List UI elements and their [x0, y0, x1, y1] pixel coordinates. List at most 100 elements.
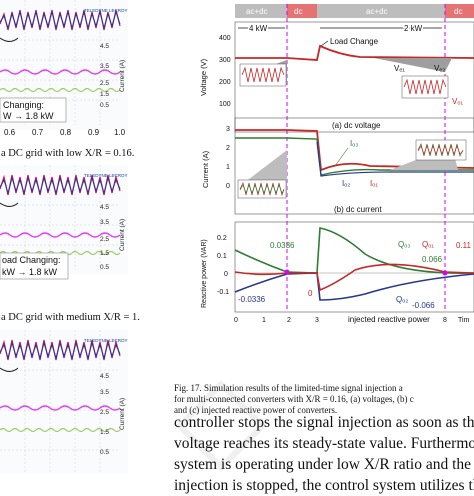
label-vc2: Vₑ₂: [434, 64, 445, 73]
axis-tick: 2.5: [100, 236, 109, 243]
left-caption-2: a DC grid with medium X/R = 1.: [1, 312, 140, 323]
y-tick: 3: [226, 126, 230, 133]
injected-label: injected reactive power: [348, 315, 430, 324]
panel-b-dc-current: Current (A) 3 2 1 0 Iₒ₃ Iₒ₂ Iₒ₁ (b) dc c…: [201, 117, 474, 215]
axis-tick: 4.5: [100, 204, 109, 211]
scope-brand-3: TELEDYNE LECROY: [84, 338, 128, 343]
axis-label: Current (A): [119, 398, 126, 430]
label-qo1: Qₒ₁: [422, 240, 434, 249]
y-tick: 0: [226, 183, 230, 190]
time-tick: 0.7: [32, 128, 44, 137]
panel-c-reactive-power: Reactive power (VAR) 0.2 0.1 0 -0.1 Qₒ₃ …: [201, 221, 474, 324]
y-tick: -0.1: [217, 289, 229, 296]
panel-a-caption: (a) dc voltage: [332, 121, 381, 130]
label-vo1: Vₒ₁: [452, 97, 463, 106]
power-change-label: kW → 1.8 kW: [2, 267, 58, 277]
left-caption-1: a DC grid with low X/R = 0.16.: [1, 148, 135, 159]
load-change-label: Load Change: [330, 37, 379, 46]
axis-label: Current (A): [119, 60, 126, 92]
body-line: system is operating under low X/R ratio …: [174, 456, 474, 473]
panel-b-caption: (b) dc current: [334, 205, 382, 214]
scope-panel-2: TELEDYNE LECROY 4.5 3.5 2.5 1.5 0.5 Curr…: [0, 165, 128, 280]
scope-panel-1: TELEDYNE LECROY 4.5 3.5 2.5 1.5 0.5 Curr…: [0, 0, 128, 137]
y-tick: 2: [226, 145, 230, 152]
y-tick: 0.1: [217, 253, 227, 260]
y-tick: 0.2: [217, 235, 227, 242]
x-tick: 2: [287, 317, 291, 324]
y-tick: 200: [219, 79, 231, 86]
panel-c-ylabel: Reactive power (VAR): [201, 239, 208, 308]
mode-label: ac+dc: [366, 7, 388, 16]
axis-tick: 1.5: [100, 429, 109, 436]
caption-line: Fig. 17. Simulation results of the limit…: [174, 383, 403, 393]
scope-brand-1: TELEDYNE LECROY: [84, 8, 128, 13]
panel-a-dc-voltage: Voltage (V) 400 300 200 100 Load Change …: [199, 21, 474, 133]
label-qo2: Qₒ₂: [396, 295, 408, 304]
mode-label: dc: [294, 7, 302, 16]
axis-label: Current (A): [119, 219, 126, 251]
x-tick: 1: [262, 317, 266, 324]
left-column-scope-figures: TELEDYNE LECROY 4.5 3.5 2.5 1.5 0.5 Curr…: [0, 0, 128, 474]
mode-label: ac+dc: [246, 7, 268, 16]
axis-tick: 2.5: [100, 409, 109, 416]
value-label: 0.0336: [270, 241, 295, 250]
panel-b-ylabel: Current (A): [201, 150, 210, 188]
axis-tick: 4.5: [100, 373, 109, 380]
y-tick: 1: [226, 164, 230, 171]
figure-caption: Fig. 17. Simulation results of the limit…: [174, 383, 474, 416]
label-qo3: Qₒ₃: [398, 240, 411, 249]
time-label: Tim: [458, 317, 470, 324]
body-paragraph: controller stops the signal injection as…: [174, 412, 474, 496]
power-change-label: W → 1.8 kW: [3, 111, 54, 121]
mode-label: dc: [454, 7, 462, 16]
changing-label: Changing:: [3, 100, 44, 110]
x-tick: 8: [443, 317, 447, 324]
value-label: 0: [308, 289, 313, 298]
x-tick: 0: [234, 317, 238, 324]
time-tick: 0.9: [88, 128, 100, 137]
mode-bar-segment: [317, 4, 445, 18]
axis-tick: 1.5: [100, 91, 109, 98]
label-io2: Iₒ₂: [342, 179, 350, 188]
time-tick: 0.8: [60, 128, 72, 137]
mode-bar-segment: [235, 4, 287, 18]
caption-line: and (c) injected reactive power of conve…: [174, 405, 338, 415]
axis-tick: 0.5: [100, 102, 109, 109]
scope-panel-3: TELEDYNE LECROY 4.5 3.5 2.5 1.5 0.5 Curr…: [0, 330, 128, 474]
time-tick: 0.6: [4, 128, 16, 137]
y-tick: 0: [224, 271, 228, 278]
scope-brand-2: TELEDYNE LECROY: [84, 173, 128, 178]
power-left-label: 4 kW: [249, 24, 268, 33]
value-label: -0.066: [412, 301, 435, 310]
y-tick: 400: [219, 35, 231, 42]
changing-label: oad Changing:: [2, 255, 61, 265]
caption-line: for multi-connected converters with X/R …: [174, 394, 414, 404]
axis-tick: 3.5: [100, 389, 109, 396]
time-tick: 1.0: [114, 128, 126, 137]
axis-tick: 3.5: [100, 219, 109, 226]
axis-tick: 0.5: [100, 449, 109, 456]
body-line: injection is stopped, the control system…: [174, 477, 474, 494]
value-label: 0.066: [422, 255, 443, 264]
panel-a-ylabel: Voltage (V): [199, 58, 208, 96]
label-vc1: Vₑ₁: [394, 64, 405, 73]
publisher-watermark: ◇: [175, 350, 268, 483]
label-io3: Iₒ₃: [350, 139, 359, 148]
axis-tick: 4.5: [100, 43, 109, 50]
mode-bar-segment: [287, 4, 317, 18]
fig17-simulation-results: ac+dc dc ac+dc dc 4 kW 2 kW Voltage (V) …: [199, 4, 474, 324]
body-line: controller stops the signal injection as…: [174, 414, 474, 431]
value-label: -0.0336: [238, 295, 266, 304]
y-tick: 100: [219, 101, 231, 108]
mode-bar-segment: [445, 4, 474, 18]
y-tick: 300: [219, 57, 231, 64]
axis-tick: 3.5: [100, 63, 109, 70]
label-io1: Iₒ₁: [370, 179, 378, 188]
value-label: 0.11: [456, 241, 472, 250]
x-tick: 3: [315, 317, 319, 324]
axis-tick: 0.5: [100, 264, 109, 271]
axis-tick: 1.5: [100, 250, 109, 257]
power-right-label: 2 kW: [404, 24, 423, 33]
body-line: voltage reaches its steady-state value. …: [174, 435, 474, 452]
axis-tick: 2.5: [100, 80, 109, 87]
